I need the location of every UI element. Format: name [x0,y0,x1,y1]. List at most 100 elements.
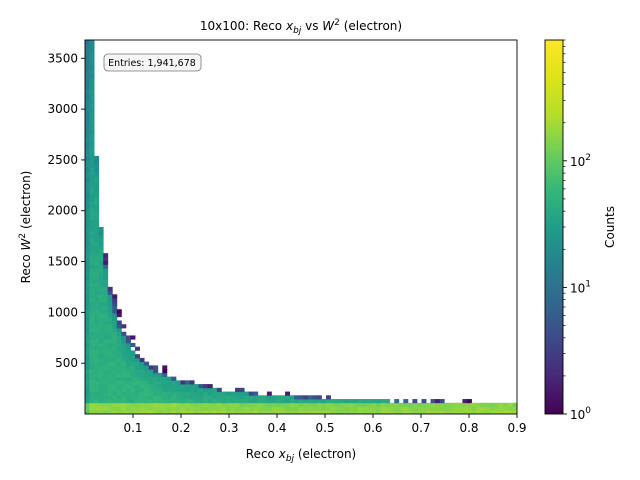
heatmap-cell [435,406,441,411]
heatmap-cell [94,185,100,190]
colorbar-label: Counts [603,206,617,248]
heatmap-cell [89,391,95,396]
heatmap-cell [285,395,291,400]
heatmap-cell [103,331,109,336]
heatmap-cell [262,395,268,400]
heatmap-cell [435,402,441,407]
heatmap-cell [116,324,122,329]
heatmap-cell [157,395,163,400]
heatmap-cell [85,313,90,318]
heatmap-cell [135,395,140,400]
heatmap-cell [485,410,491,414]
heatmap-cell [389,406,395,411]
heatmap-cell [316,395,322,400]
heatmap-cell [216,410,222,414]
heatmap-cell [185,380,190,385]
heatmap-cell [98,253,104,258]
heatmap-cell [207,395,213,400]
heatmap-cell [366,406,372,411]
heatmap-cell [321,410,327,414]
heatmap-cell [98,305,104,310]
heatmap-cell [94,155,100,161]
heatmap-cell [180,391,186,396]
heatmap-cell [376,410,381,414]
heatmap-cell [89,335,95,340]
heatmap-cell [480,406,486,411]
heatmap-cell [125,357,131,363]
heatmap-cell [385,410,391,414]
heatmap-cell [89,399,95,404]
colorbar-gradient [545,40,563,414]
heatmap-cell [89,69,95,75]
heatmap-cell [353,399,359,404]
heatmap-cell [103,384,109,389]
heatmap-cell [89,342,95,348]
heatmap-cell [89,84,95,90]
heatmap-cell [130,406,136,411]
heatmap-cell [507,406,513,411]
heatmap-cell [98,294,104,299]
heatmap-cell [144,410,150,414]
heatmap-cell [139,357,145,363]
heatmap-cell [98,357,104,363]
heatmap-cell [344,406,350,411]
heatmap-cell [98,354,104,359]
heatmap-cell [130,410,136,414]
heatmap-cell [125,384,131,389]
heatmap-cell [130,335,136,340]
heatmap-cell [398,410,404,414]
heatmap-cell [139,395,145,400]
heatmap-cell [85,69,90,75]
heatmap-cell [194,399,200,404]
heatmap-cell [116,399,122,404]
heatmap-cell [85,92,90,97]
heatmap-cell [107,309,113,314]
heatmap-cell [116,361,122,366]
heatmap-cell [344,410,350,414]
heatmap-cell [498,410,504,414]
heatmap-cell [94,268,100,273]
heatmap-cell [466,410,472,414]
heatmap-cell [107,406,113,411]
heatmap-cell [207,384,213,389]
heatmap-cell [85,256,90,262]
heatmap-cell [175,399,181,404]
heatmap-cell [307,402,313,407]
heatmap-cell [89,58,95,63]
heatmap-cell [153,410,159,414]
heatmap-cell [89,331,95,336]
heatmap-cell [153,372,159,377]
y-axis-label: Reco W2 (electron) [18,171,33,284]
heatmap-cell [94,305,100,310]
heatmap-cell [89,137,95,142]
heatmap-cell [89,361,95,366]
heatmap-cell [116,346,122,351]
heatmap-cell [303,399,309,404]
heatmap-cell [453,406,459,411]
heatmap-cell [85,170,90,176]
heatmap-cell [85,331,90,336]
heatmap-cell [203,395,209,400]
heatmap-cell [89,230,95,235]
chart-title-prefix: 10x100: Reco [200,19,286,33]
heatmap-cell [89,324,95,329]
heatmap-cell [89,234,95,239]
heatmap-cell [462,402,468,407]
heatmap-cell [85,133,90,138]
heatmap-cell [244,399,250,404]
heatmap-cell [112,387,118,392]
heatmap-cell [494,410,500,414]
heatmap-cell [298,410,304,414]
heatmap-cell [94,219,100,224]
heatmap-cell [275,402,281,407]
heatmap-cell [107,346,113,351]
heatmap-cell [144,387,150,392]
heatmap-cell [148,387,154,392]
heatmap-cell [221,406,227,411]
heatmap-cell [94,234,100,239]
heatmap-cell [171,391,177,396]
heatmap-cell [116,384,122,389]
heatmap-cell [121,357,127,363]
heatmap-cell [357,402,363,407]
heatmap-cell [98,290,104,295]
